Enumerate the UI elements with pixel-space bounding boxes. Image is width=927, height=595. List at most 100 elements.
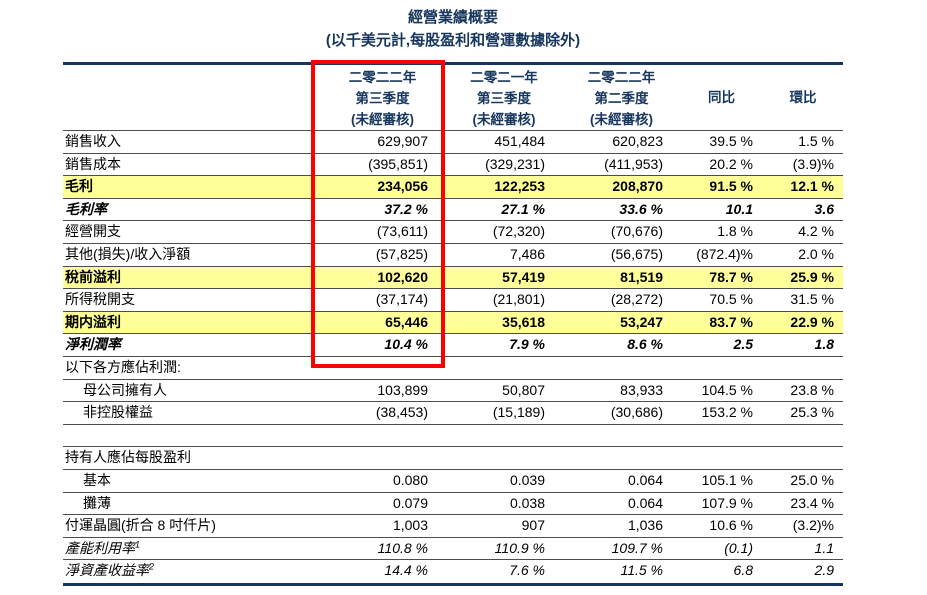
row-label: 產能利用率1 [63,538,320,560]
cell-value: 102,620 [377,268,428,285]
table-header-row: 二零二二年 第三季度 (未經審核) 二零二一年 第三季度 (未經審核) 二零二二年 第二季度 (… [63,65,843,131]
cell-value: 0.079 [392,494,428,511]
cell-value: (56,675) [610,245,663,262]
cell-value: 1.8 % [717,223,753,240]
row-label: 銷售成本 [63,154,320,176]
table-row: 母公司擁有人 103,899 50,807 83,933 104.5 % 23.8 % [63,380,843,403]
table-row: 稅前溢利 102,620 57,419 81,519 78.7 % 25.9 % [63,266,843,290]
cell-value: (3.2)% [792,517,834,534]
cell-value: (37,174) [375,291,428,308]
cell-value: 0.064 [627,471,663,488]
cell-value: 27.1 % [501,200,545,217]
row-label: 所得稅開支 [63,289,320,311]
cell-value: 57,419 [502,268,545,285]
cell-value: (395,851) [368,155,428,172]
row-label-text: 付運晶圓(折合 8 吋仟片) [65,517,216,534]
row-label: 淨利潤率 [63,334,320,356]
cell-value: 11.5 % [620,562,663,579]
cell-value [680,447,763,469]
column-header-3: 同比 [680,65,763,130]
row-label-text: 非控股權益 [83,404,153,421]
column-header-0: 二零二二年 第三季度 (未經審核) [320,65,445,130]
cell-value: 65,446 [385,313,428,330]
cell-value: 35,618 [502,313,545,330]
column-header-line: (未經審核) [351,112,414,127]
cell-value: 10.6 % [709,517,753,534]
table-row: 其他(損失)/收入淨額 (57,825) 7,486 (56,675) (872.4)%… [63,244,843,267]
cell-value: (329,231) [485,155,545,172]
row-label: 淨資產收益率2 [63,560,320,583]
table-row: 付運晶圓(折合 8 吋仟片) 1,003 907 1,036 10.6 % (3.2)% [63,515,843,538]
table-row: 期内溢利 65,446 35,618 53,247 83.7 % 22.9 % [63,311,843,335]
column-header-line: 環比 [789,90,817,105]
cell-value: 2.9 [814,562,834,579]
cell-value: 451,484 [494,133,545,149]
column-header-line: (未經審核) [472,112,536,127]
footnote-marker: 1 [135,539,141,550]
cell-value: 1.1 [814,539,834,556]
row-label-text: 基本 [83,471,111,488]
cell-value: (57,825) [375,245,428,262]
table-row: 以下各方應佔利潤: [63,357,843,380]
row-label-text: 母公司擁有人 [83,381,167,398]
cell-value: 208,870 [612,178,663,195]
cell-value [763,357,843,379]
cell-value: (72,320) [492,223,545,240]
table-row: 淨資產收益率2 14.4 % 7.6 % 11.5 % 6.8 2.9 [63,560,843,583]
cell-value: 83.7 % [709,313,753,330]
row-label-text: 經營開支 [65,223,121,240]
table-row: 淨利潤率 10.4 % 7.9 % 8.6 % 2.5 1.8 [63,334,843,357]
row-label-text: 毛利 [65,178,93,195]
row-label-text: 攤薄 [83,494,111,511]
cell-value: 4.2 % [798,223,834,240]
row-label-text: 毛利率 [65,200,107,217]
column-header-line: (未經審核) [590,112,653,127]
cell-value: (872.4)% [696,245,753,262]
cell-value: 3.6 [814,200,834,217]
cell-value: 620,823 [612,133,663,149]
footnote-marker: 2 [149,561,155,572]
cell-value: 7.9 % [509,336,545,353]
cell-value: (3.9)% [792,155,834,172]
cell-value: 6.8 [733,562,753,579]
table-row: 攤薄 0.079 0.038 0.064 107.9 % 23.4 % [63,493,843,516]
cell-value: 110.8 % [377,539,428,556]
cell-value [563,447,680,469]
row-label: 母公司擁有人 [63,380,320,402]
cell-value [680,357,763,379]
spacer-row [63,425,843,448]
row-label: 稅前溢利 [63,267,320,289]
cell-value: 23.8 % [790,381,834,398]
row-label: 以下各方應佔利潤: [63,357,320,379]
row-label: 期内溢利 [63,312,320,334]
table-row: 銷售成本 (395,851) (329,231) (411,953) 20.2 % (3.… [63,154,843,177]
cell-value [320,357,445,379]
column-header-1: 二零二一年 第三季度 (未經審核) [445,65,563,130]
cell-value: 7,486 [509,245,545,262]
cell-value [563,357,680,379]
cell-value: 104.5 % [701,381,753,398]
cell-value: 2.5 [733,336,753,353]
cell-value: 83,933 [620,381,663,398]
table-row: 毛利率 37.2 % 27.1 % 33.6 % 10.1 3.6 [63,199,843,222]
row-label-text: 持有人應佔每股盈利 [65,449,191,466]
table-row: 非控股權益 (38,453) (15,189) (30,686) 153.2 % 25.3… [63,402,843,425]
table-body: 銷售收入 629,907 451,484 620,823 39.5 % 1.5 % 銷售成本… [63,131,843,583]
column-header-2: 二零二二年 第二季度 (未經審核) [563,65,680,130]
cell-value [445,357,563,379]
cell-value: 907 [521,517,545,534]
row-label: 毛利率 [63,199,320,221]
cell-value: 110.9 % [494,539,545,556]
cell-value: 23.4 % [790,494,834,511]
table-row: 經營開支 (73,611) (72,320) (70,676) 1.8 % 4.2 % [63,221,843,244]
row-label-text: 以下各方應佔利潤: [65,358,181,375]
cell-value: 8.6 % [627,336,663,353]
row-label-text: 稅前溢利 [65,268,121,285]
row-label: 銷售收入 [63,131,320,153]
cell-value: 1,036 [627,517,663,534]
cell-value [445,447,563,469]
cell-value: 91.5 % [709,178,753,195]
cell-value: 37.2 % [384,200,428,217]
row-label: 基本 [63,470,320,492]
column-header-line: 二零二二年 [587,70,656,85]
